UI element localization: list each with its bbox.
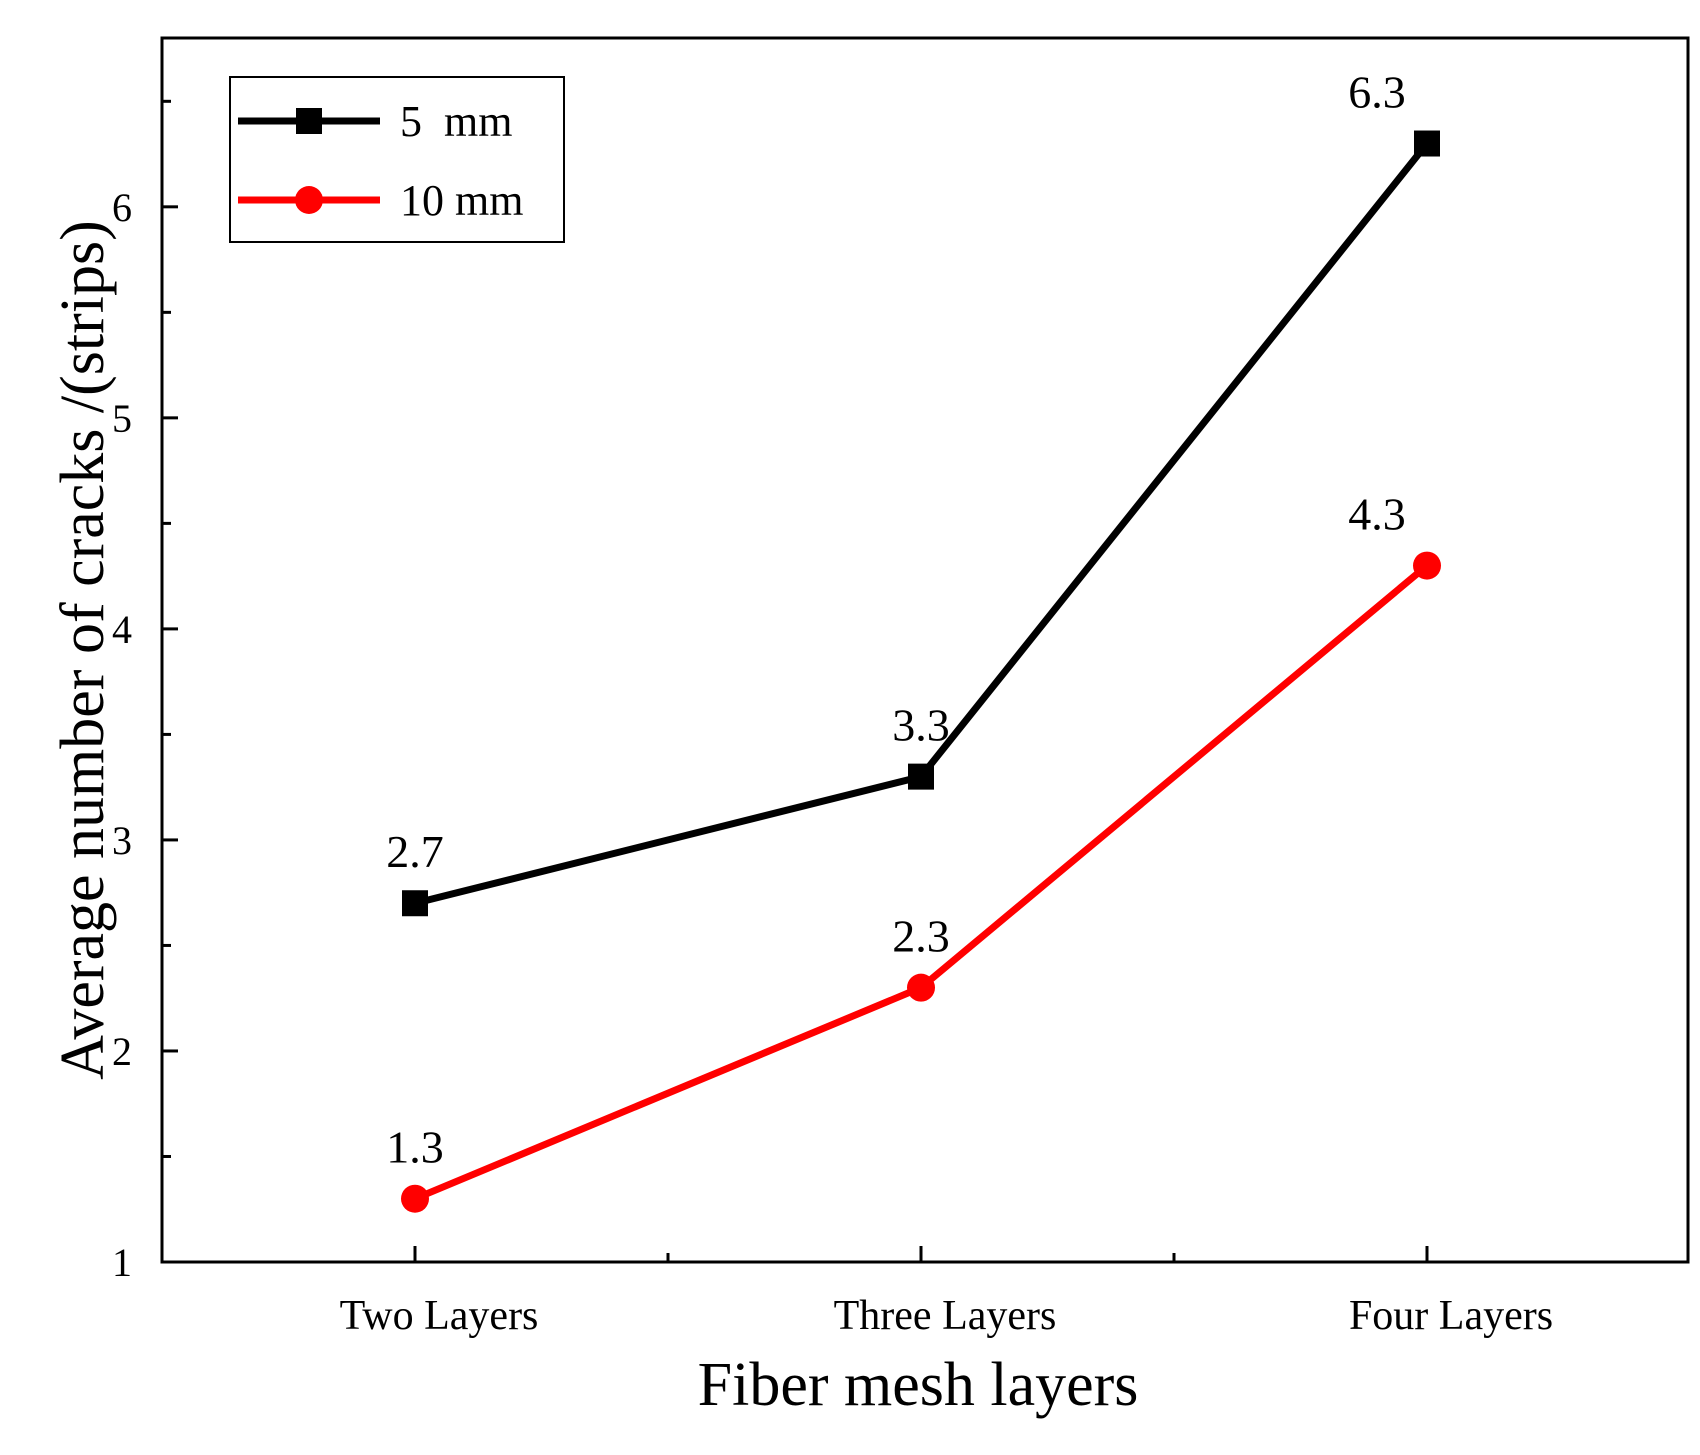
y-tick-label: 6	[112, 185, 132, 230]
y-axis-title: Average number of cracks /(strips)	[49, 220, 117, 1080]
plot-frame	[160, 36, 1690, 1264]
legend-label: 5 mm	[400, 97, 512, 146]
data-point-circle	[907, 973, 935, 1002]
data-label: 4.3	[1348, 489, 1406, 540]
legend-marker-circle	[295, 186, 323, 214]
data-label: 6.3	[1348, 67, 1406, 118]
series-line-10mm	[413, 562, 1430, 1202]
y-tick-label: 4	[112, 607, 132, 652]
data-point-circle	[1413, 551, 1441, 580]
data-label: 1.3	[386, 1122, 444, 1173]
x-tick-label: Two Layers	[340, 1293, 539, 1339]
data-point-square	[402, 890, 428, 917]
data-point-square	[908, 763, 934, 790]
x-tick-label: Three Layers	[834, 1293, 1057, 1339]
y-tick-label: 2	[112, 1029, 132, 1074]
data-label: 2.3	[892, 911, 950, 962]
legend-label: 10 mm	[400, 176, 523, 225]
y-tick-label: 5	[112, 396, 132, 441]
legend-marker-square	[296, 108, 322, 134]
data-point-circle	[401, 1184, 429, 1213]
y-tick-label: 3	[112, 818, 132, 863]
y-tick-label: 1	[112, 1240, 132, 1285]
legend-box	[229, 76, 565, 243]
data-label: 2.7	[386, 826, 444, 877]
data-point-square	[1414, 130, 1440, 157]
x-axis-title: Fiber mesh layers	[698, 1351, 1139, 1419]
data-label: 3.3	[892, 700, 950, 751]
x-tick-label: Four Layers	[1349, 1293, 1553, 1339]
